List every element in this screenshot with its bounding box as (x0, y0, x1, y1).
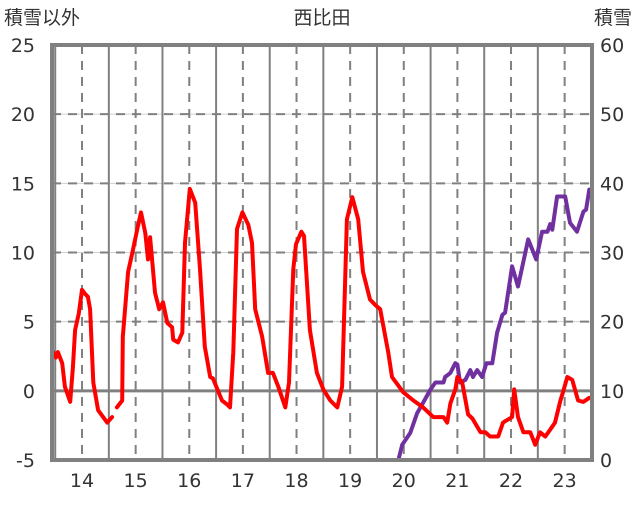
x-tick-label: 18 (284, 470, 308, 492)
series-line-non-snow (51, 186, 592, 447)
y-right-tick-label: 50 (600, 104, 624, 126)
y-right-tick-label: 30 (600, 243, 624, 265)
x-tick-label: 21 (445, 470, 469, 492)
y-right-tick-label: 10 (600, 381, 624, 403)
x-tick-label: 15 (124, 470, 148, 492)
y-right-tick-label: 40 (600, 173, 624, 195)
left-axis-label: 積雪以外 (4, 7, 80, 29)
x-tick-label: 17 (231, 470, 255, 492)
x-tick-label: 20 (392, 470, 416, 492)
series-line-snow (51, 187, 592, 462)
series-lines (51, 186, 592, 462)
x-tick-label: 22 (499, 470, 523, 492)
y-right-tick-label: 60 (600, 35, 624, 57)
y-left-tick-label: 5 (23, 312, 35, 334)
x-tick-label: 14 (70, 470, 94, 492)
chart-title: 西比田 (293, 7, 350, 29)
y-left-tick-label: 10 (11, 243, 35, 265)
x-tick-label: 19 (338, 470, 362, 492)
y-left-tick-label: 0 (23, 381, 35, 403)
x-tick-label: 23 (553, 470, 577, 492)
y-left-tick-label: 20 (11, 104, 35, 126)
y-left-tick-label: -5 (16, 450, 35, 472)
right-axis-label: 積雪 (594, 7, 632, 29)
y-right-tick-label: 20 (600, 312, 624, 334)
x-tick-label: 16 (177, 470, 201, 492)
y-right-tick-label: 0 (600, 450, 612, 472)
tick-labels: 14 15 16 17 18 19 20 21 22 232520151050-560504030… (11, 35, 624, 492)
plot-frame (50, 43, 594, 462)
y-left-tick-label: 15 (11, 173, 35, 195)
y-left-tick-label: 25 (11, 35, 35, 57)
